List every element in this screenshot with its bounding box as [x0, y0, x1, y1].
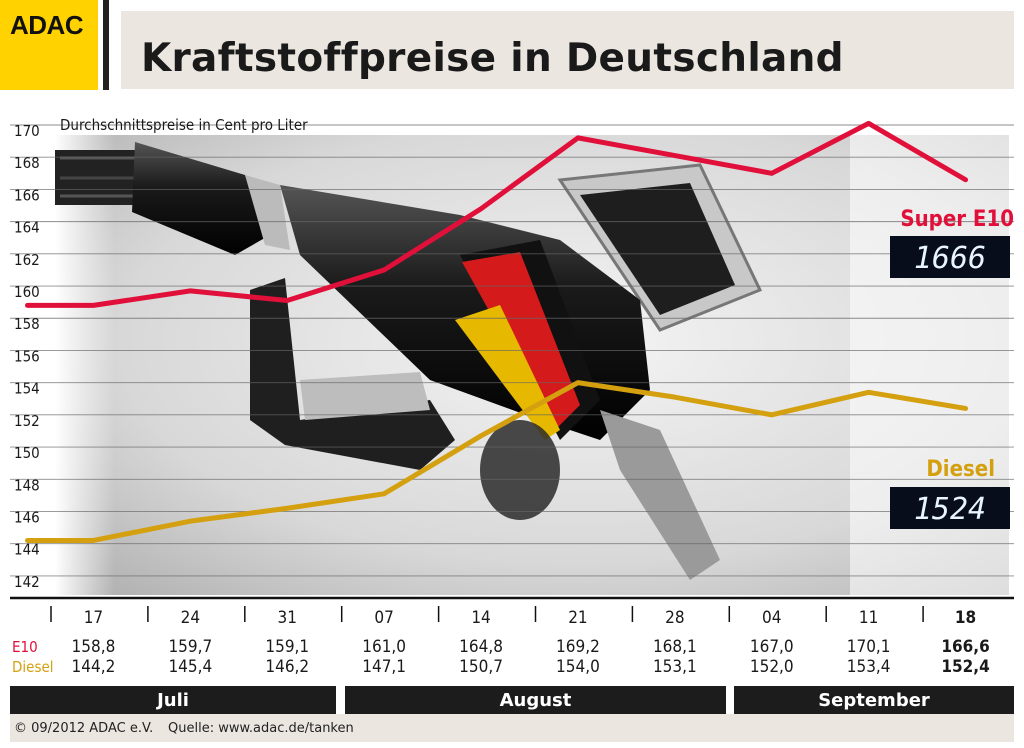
month-label: Juli — [157, 690, 189, 711]
month-bar-september: September — [734, 686, 1014, 716]
x-tick-label: 14 — [471, 608, 490, 628]
e10-line — [25, 120, 969, 308]
data-value-label: 164,8 — [459, 637, 503, 657]
diesel-price-display — [890, 487, 1010, 529]
y-tick-label: 162 — [14, 251, 40, 269]
footer: © 09/2012 ADAC e.V. Quelle: www.adac.de/… — [10, 714, 1014, 742]
e10-legend: Super E10 1666 — [890, 207, 1014, 278]
data-value-label: 147,1 — [362, 657, 406, 677]
data-value-label: 170,1 — [847, 637, 891, 657]
title-banner: Kraftstoffpreise in Deutschland — [121, 11, 1014, 89]
diesel-series-name: Diesel — [926, 457, 995, 482]
y-tick-label: 168 — [14, 154, 40, 172]
header-divider — [103, 0, 109, 90]
y-tick-label: 142 — [14, 573, 40, 591]
e10-series-name: Super E10 — [900, 207, 1014, 232]
data-value-label: 168,1 — [653, 637, 697, 657]
y-tick-label: 146 — [14, 508, 40, 526]
y-tick-label: 158 — [14, 315, 40, 333]
y-tick-label: 164 — [14, 219, 40, 237]
y-axis: 170 168 166 164 162 160 158 156 154 152 150 148 146 1… — [14, 122, 40, 591]
month-bar-juli: Juli — [10, 686, 336, 716]
x-tick-label: 04 — [762, 608, 781, 628]
data-value-label: 161,0 — [362, 637, 406, 657]
y-tick-label: 160 — [14, 283, 40, 301]
month-label: September — [818, 690, 930, 711]
data-value-label: 159,7 — [168, 637, 212, 657]
data-value-label: 144,2 — [72, 657, 116, 677]
y-tick-label: 144 — [14, 541, 40, 559]
logo-text: ADAC — [10, 10, 84, 40]
diesel-line — [25, 380, 969, 543]
fuel-nozzle-photo — [55, 135, 1009, 595]
source: Quelle: www.adac.de/tanken — [168, 721, 354, 736]
y-tick-label: 156 — [14, 347, 40, 365]
series-lines — [25, 120, 969, 543]
data-value-label: 152,4 — [941, 657, 989, 677]
data-value-label: 145,4 — [168, 657, 212, 677]
x-tick-label: 11 — [859, 608, 878, 628]
y-axis-label: Durchschnittspreise in Cent pro Liter — [60, 116, 308, 134]
data-value-label: 159,1 — [265, 637, 309, 657]
data-value-label: 152,0 — [750, 657, 794, 677]
month-label: August — [499, 690, 572, 711]
x-tick-label: 17 — [84, 608, 103, 628]
diesel-display-digits: 1524 — [914, 492, 986, 527]
y-tick-label: 152 — [14, 412, 40, 430]
table-series-label: E10 — [12, 638, 38, 656]
data-value-label: 153,1 — [653, 657, 697, 677]
x-tick-label: 24 — [181, 608, 200, 628]
copyright: © 09/2012 ADAC e.V. — [14, 721, 154, 736]
table-series-label: Diesel — [12, 658, 54, 676]
month-bar-august: August — [345, 686, 726, 716]
x-tick-label: 31 — [278, 608, 297, 628]
e10-display-digits: 1666 — [914, 241, 986, 276]
y-tick-label: 166 — [14, 186, 40, 204]
x-tick-label: 21 — [568, 608, 587, 628]
adac-logo: ADAC — [0, 0, 98, 90]
data-value-label: 167,0 — [750, 637, 794, 657]
data-value-label: 158,8 — [72, 637, 116, 657]
x-tick-label: 28 — [665, 608, 684, 628]
data-value-label: 150,7 — [459, 657, 503, 677]
x-tick-label: 07 — [374, 608, 393, 628]
x-tick-label: 18 — [955, 608, 976, 628]
y-tick-label: 150 — [14, 444, 40, 462]
y-tick-label: 154 — [14, 380, 40, 398]
data-value-label: 169,2 — [556, 637, 600, 657]
y-tick-label: 170 — [14, 122, 40, 140]
data-value-label: 166,6 — [941, 637, 989, 657]
page-title: Kraftstoffpreise in Deutschland — [141, 36, 844, 81]
y-tick-label: 148 — [14, 476, 40, 494]
chart-gridlines — [10, 124, 1014, 577]
diesel-legend: Diesel 1524 — [890, 457, 1010, 529]
data-value-label: 154,0 — [556, 657, 600, 677]
data-value-label: 153,4 — [847, 657, 891, 677]
e10-price-display — [890, 236, 1010, 278]
data-value-label: 146,2 — [265, 657, 309, 677]
